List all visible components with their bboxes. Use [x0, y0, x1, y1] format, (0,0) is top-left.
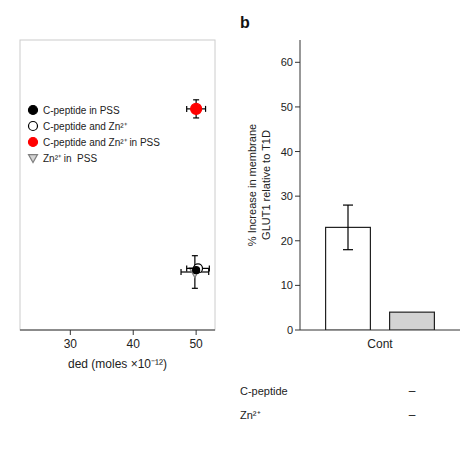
- y-tick: [295, 106, 300, 107]
- group-label: Cont: [367, 337, 393, 351]
- y-tick: [295, 151, 300, 152]
- y-tick: [295, 240, 300, 241]
- error-bar: [343, 205, 353, 250]
- error-cap: [193, 117, 199, 118]
- x-tick-label: 50: [189, 337, 203, 351]
- x-axis: [300, 330, 460, 331]
- y-axis-label: GLUT1 relative to T1D: [260, 130, 272, 240]
- legend-marker: [29, 138, 38, 147]
- row-label: C-peptide: [240, 385, 288, 397]
- scatter-marks: [181, 100, 209, 289]
- legend-label: C-peptide and Zn²⁺ in PSS: [43, 137, 160, 148]
- x-axis-label: ded (moles ×10⁻¹²): [68, 357, 167, 371]
- error-cap: [343, 249, 353, 250]
- error-cap: [180, 269, 181, 275]
- y-tick-label: 0: [287, 324, 293, 336]
- error-cap: [343, 204, 353, 205]
- x-tick-label: 30: [64, 337, 78, 351]
- chart: 30 40 50 ded (moles ×10⁻¹²) C-peptide in PSS…: [0, 0, 474, 474]
- error-cap: [192, 255, 198, 256]
- legend-label: C-peptide in PSS: [43, 105, 120, 116]
- legend-label: C-peptide and Zn²⁺: [43, 121, 128, 132]
- error-cap: [193, 99, 199, 100]
- row-cell: –: [409, 384, 416, 398]
- legend-label: Zn²⁺ in PSS: [43, 153, 97, 164]
- y-tick-label: 60: [281, 56, 293, 68]
- legend-marker: [29, 106, 38, 115]
- y-tick-label: 10: [281, 279, 293, 291]
- y-tick-label: 50: [281, 101, 293, 113]
- scatter-point: [191, 103, 202, 114]
- row-cell: –: [409, 408, 416, 422]
- bar: [390, 312, 435, 330]
- y-tick: [295, 285, 300, 286]
- x-tick: [196, 330, 197, 335]
- plot-frame: [20, 40, 215, 330]
- error-cap: [186, 106, 187, 112]
- error-line: [347, 205, 348, 250]
- x-tick-label: 40: [127, 337, 141, 351]
- y-tick: [295, 196, 300, 197]
- x-tick: [70, 330, 71, 335]
- y-tick-label: 20: [281, 235, 293, 247]
- bars: [326, 205, 435, 330]
- legend-marker: [29, 122, 38, 131]
- error-cap: [186, 265, 187, 271]
- error-cap: [205, 106, 206, 112]
- error-cap: [192, 288, 198, 289]
- scatter-point: [194, 264, 203, 273]
- panel-label: b: [240, 14, 250, 31]
- y-tick-label: 30: [281, 190, 293, 202]
- y-tick: [295, 62, 300, 63]
- scatter-point: [193, 267, 200, 274]
- row-label: Zn²⁺: [240, 409, 261, 421]
- y-axis: [300, 40, 301, 330]
- y-tick-label: 40: [281, 146, 293, 158]
- y-tick: [295, 330, 300, 331]
- y-axis-label: % Increase in membrane: [246, 124, 258, 246]
- legend-marker: [29, 155, 38, 163]
- x-axis: [20, 330, 215, 331]
- legend: C-peptide in PSS C-peptide and Zn²⁺ C-pept…: [29, 105, 161, 164]
- error-cap: [209, 265, 210, 271]
- x-tick: [133, 330, 134, 335]
